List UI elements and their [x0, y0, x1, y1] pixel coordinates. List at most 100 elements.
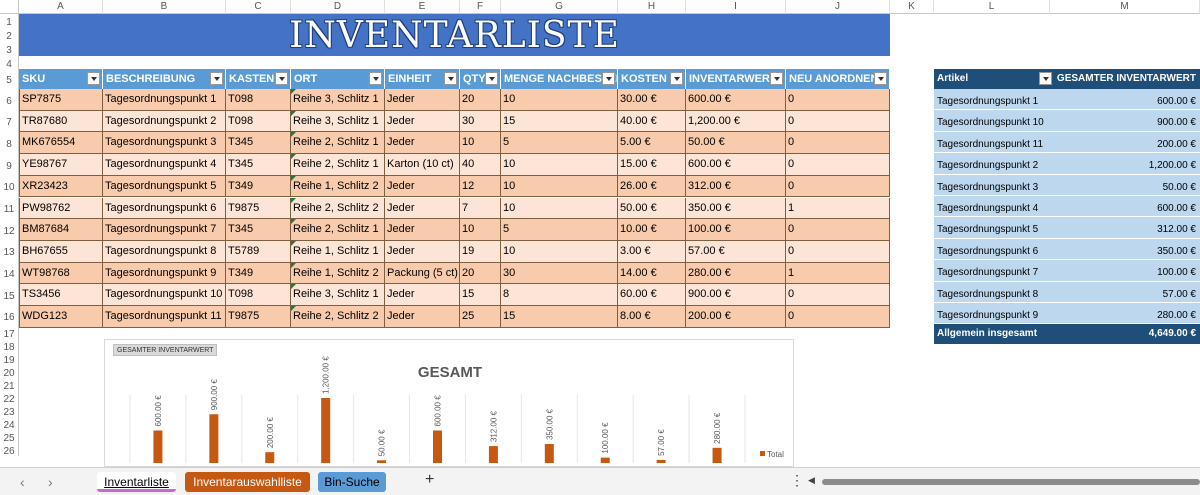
table-cell[interactable]: 50.00 €	[618, 197, 686, 220]
table-cell[interactable]: Jeder	[385, 240, 460, 263]
chart-bar[interactable]	[265, 452, 275, 463]
table-cell[interactable]: 5.00 €	[618, 132, 686, 155]
table-cell[interactable]: SP7875	[19, 89, 103, 111]
filter-dropdown[interactable]	[770, 72, 783, 85]
chart-bar[interactable]	[544, 444, 554, 463]
table-cell[interactable]: 14.00 €	[618, 262, 686, 285]
table-cell[interactable]: T345	[226, 154, 291, 176]
chart-bar[interactable]	[153, 430, 163, 464]
pivot-row[interactable]: Tagesordnungspunkt 9 280.00 €	[934, 303, 1200, 325]
filter-dropdown[interactable]	[275, 72, 288, 85]
table-cell[interactable]: PW98762	[19, 197, 103, 220]
table-cell[interactable]: Reihe 2, Schlitz 1	[291, 219, 385, 241]
row-header[interactable]: 10	[0, 175, 19, 197]
row-header[interactable]: 8	[0, 132, 19, 154]
table-cell[interactable]: 0	[786, 110, 890, 133]
table-cell[interactable]: Tagesordnungspunkt 10	[103, 284, 226, 306]
table-cell[interactable]: 0	[786, 284, 890, 306]
table-cell[interactable]: Reihe 2, Schlitz 1	[291, 154, 385, 176]
table-cell[interactable]: Tagesordnungspunkt 7	[103, 219, 226, 241]
pivot-filter-dropdown[interactable]	[1039, 72, 1052, 85]
column-header[interactable]: H	[618, 0, 686, 14]
chart-bar[interactable]	[377, 460, 387, 463]
table-cell[interactable]: Reihe 1, Schlitz 2	[291, 175, 385, 198]
table-cell[interactable]: 20	[460, 262, 501, 285]
select-all-corner[interactable]	[0, 0, 19, 14]
table-cell[interactable]: BH67655	[19, 240, 103, 263]
table-cell[interactable]: Jeder	[385, 197, 460, 220]
chevron-right-icon[interactable]: ›	[48, 474, 53, 490]
table-cell[interactable]: XR23423	[19, 175, 103, 198]
filter-dropdown[interactable]	[874, 72, 887, 85]
chart-bar[interactable]	[488, 446, 498, 463]
row-header[interactable]: 3	[0, 42, 19, 56]
table-cell[interactable]: Jeder	[385, 132, 460, 155]
table-cell[interactable]: Tagesordnungspunkt 9	[103, 262, 226, 285]
filter-dropdown[interactable]	[485, 72, 498, 85]
table-cell[interactable]: Jeder	[385, 110, 460, 133]
table-header[interactable]: INVENTARWERT	[686, 69, 786, 89]
row-header[interactable]: 18	[0, 339, 19, 353]
row-header[interactable]: 17	[0, 327, 19, 340]
table-cell[interactable]: T345	[226, 219, 291, 241]
table-cell[interactable]: Tagesordnungspunkt 4	[103, 154, 226, 176]
table-cell[interactable]: Reihe 2, Schlitz 2	[291, 197, 385, 220]
pivot-row[interactable]: Tagesordnungspunkt 11 200.00 €	[934, 131, 1200, 154]
tab-inventarliste[interactable]: Inventarliste	[97, 472, 176, 492]
table-cell[interactable]: 0	[786, 306, 890, 328]
table-cell[interactable]: 10	[501, 197, 618, 220]
table-header[interactable]: KASTEN #	[226, 69, 291, 89]
table-cell[interactable]: 8	[501, 284, 618, 306]
table-cell[interactable]: T9875	[226, 306, 291, 328]
column-header[interactable]: J	[786, 0, 890, 14]
row-header[interactable]: 23	[0, 404, 19, 418]
filter-dropdown[interactable]	[210, 72, 223, 85]
filter-dropdown[interactable]	[670, 72, 683, 85]
row-header[interactable]: 6	[0, 89, 19, 110]
table-cell[interactable]: T098	[226, 284, 291, 306]
row-header[interactable]: 26	[0, 443, 19, 457]
table-cell[interactable]: 0	[786, 175, 890, 198]
table-cell[interactable]: 3.00 €	[618, 240, 686, 263]
table-header[interactable]: ORT	[291, 69, 385, 89]
table-cell[interactable]: T349	[226, 175, 291, 198]
scroll-left-icon[interactable]: ◀	[808, 475, 815, 485]
table-cell[interactable]: Jeder	[385, 219, 460, 241]
table-cell[interactable]: WDG123	[19, 306, 103, 328]
column-header[interactable]: D	[291, 0, 385, 14]
plus-icon[interactable]: +	[425, 471, 435, 488]
table-cell[interactable]: T5789	[226, 240, 291, 263]
pivot-total-row[interactable]: Allgemein insgesamt 4,649.00 €	[934, 324, 1200, 344]
table-cell[interactable]: 280.00 €	[686, 262, 786, 285]
pivot-row[interactable]: Tagesordnungspunkt 2 1,200.00 €	[934, 153, 1200, 175]
column-header[interactable]: E	[385, 0, 460, 14]
table-cell[interactable]: 10	[501, 154, 618, 176]
table-cell[interactable]: 312.00 €	[686, 175, 786, 198]
table-cell[interactable]: 5	[501, 219, 618, 241]
table-header[interactable]: EINHEIT	[385, 69, 460, 89]
table-cell[interactable]: Jeder	[385, 175, 460, 198]
table-cell[interactable]: Tagesordnungspunkt 6	[103, 197, 226, 220]
pivot-row[interactable]: Tagesordnungspunkt 6 350.00 €	[934, 238, 1200, 261]
table-cell[interactable]: 60.00 €	[618, 284, 686, 306]
table-cell[interactable]: Reihe 2, Schlitz 1	[291, 132, 385, 155]
row-header[interactable]: 22	[0, 391, 19, 405]
pivot-header[interactable]: Artikel GESAMTER INVENTARWERT	[934, 69, 1200, 89]
table-cell[interactable]: BM87684	[19, 219, 103, 241]
table-cell[interactable]: Tagesordnungspunkt 2	[103, 110, 226, 133]
table-cell[interactable]: 1,200.00 €	[686, 110, 786, 133]
tab-bin-suche[interactable]: Bin-Suche	[318, 472, 386, 492]
table-cell[interactable]: 50.00 €	[686, 132, 786, 155]
pivot-row[interactable]: Tagesordnungspunkt 8 57.00 €	[934, 281, 1200, 303]
column-header[interactable]: C	[226, 0, 291, 14]
table-cell[interactable]: T098	[226, 110, 291, 133]
table-cell[interactable]: MK676554	[19, 132, 103, 155]
table-cell[interactable]: Reihe 2, Schlitz 2	[291, 306, 385, 328]
column-header[interactable]: B	[103, 0, 226, 14]
pivot-chart[interactable]: 600.00 € 900.00 € 200.00 € 1,200.00 € 50.00 …	[104, 339, 794, 467]
table-cell[interactable]: Jeder	[385, 306, 460, 328]
table-cell[interactable]: Tagesordnungspunkt 5	[103, 175, 226, 198]
row-header[interactable]: 20	[0, 365, 19, 379]
table-cell[interactable]: Tagesordnungspunkt 11	[103, 306, 226, 328]
row-header[interactable]: 24	[0, 417, 19, 431]
